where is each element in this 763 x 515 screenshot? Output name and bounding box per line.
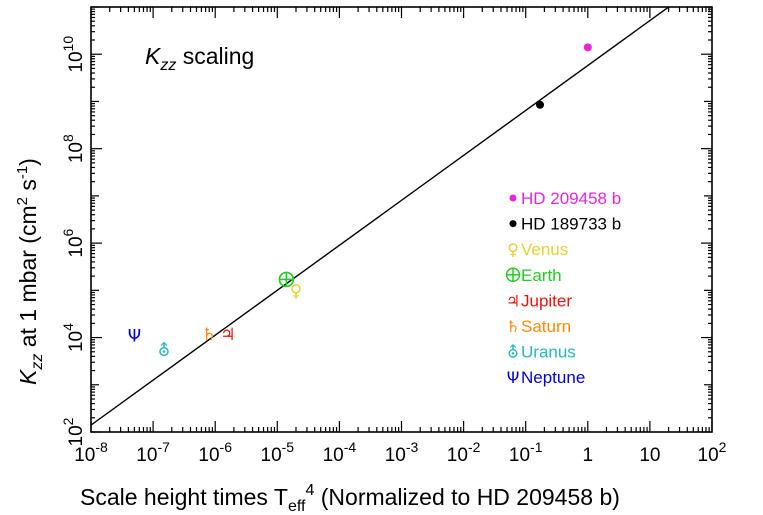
legend-marker: ♄ (506, 317, 520, 336)
data-points: ♀♃♄⛢Ψ (128, 43, 592, 361)
point-earth (278, 271, 295, 288)
legend-item-venus: ♀ Venus (507, 240, 568, 259)
chart-annotation: Kzz scaling (145, 43, 254, 74)
x-axis-title: Scale height times Teff4 (Normalized to … (80, 482, 620, 515)
x-tick-label: 10-6 (198, 439, 232, 466)
fit-line (91, 7, 670, 426)
x-tick-label: 10-4 (323, 439, 357, 466)
legend-label: Saturn (521, 317, 571, 336)
point-uranus: ⛢ (158, 341, 170, 361)
legend-item-hd-189733-b: HD 189733 b (509, 215, 621, 234)
x-tick-label: 10-2 (447, 439, 481, 466)
x-tick-label: 10-5 (261, 439, 295, 466)
legend-marker: Ψ (507, 368, 520, 387)
legend-item-uranus: ⛢ Uranus (507, 343, 576, 362)
x-tick-label: 10-8 (74, 439, 108, 466)
y-tick-label: 1010 (60, 36, 87, 73)
legend-marker (509, 194, 517, 202)
y-tick-label: 102 (60, 417, 87, 446)
legend-marker: ♀ (507, 240, 519, 259)
point-venus: ♀ (290, 281, 302, 301)
point-neptune: Ψ (128, 327, 141, 347)
y-tick-labels: 102 104 106 108 1010 (60, 36, 87, 447)
point-jupiter: ♃ (220, 325, 235, 345)
x-tick-label: 10-1 (509, 439, 543, 466)
y-tick-label: 108 (60, 134, 87, 163)
legend-label: Uranus (521, 343, 576, 362)
x-tick-label: 10-3 (385, 439, 419, 466)
legend-item-neptune: Ψ Neptune (507, 368, 586, 387)
point-hd-189733-b (536, 100, 545, 109)
y-axis-title: Kzz at 1 mbar (cm2 s-1) (14, 158, 46, 385)
legend-item-saturn: ♄ Saturn (506, 317, 571, 336)
x-tick-label: 10 (639, 445, 660, 466)
point-saturn: ♄ (202, 325, 217, 345)
x-tick-label: 102 (698, 439, 727, 466)
legend-marker: ♃ (506, 291, 520, 310)
legend-item-hd-209458-b: HD 209458 b (509, 189, 621, 208)
legend-marker: ⛢ (507, 343, 519, 362)
legend-item-earth: Earth (505, 266, 562, 285)
legend-item-jupiter: ♃ Jupiter (506, 291, 573, 310)
legend-label: HD 209458 b (521, 189, 621, 208)
legend-label: Neptune (521, 368, 585, 387)
legend-marker (505, 267, 521, 283)
y-tick-label: 106 (60, 228, 87, 257)
point-hd-209458-b (583, 43, 592, 52)
x-tick-labels: 10-8 10-7 10-6 10-5 10-4 10-3 10-2 10-1 1 10 102 (74, 439, 726, 466)
legend-marker (509, 220, 517, 228)
plot-frame (90, 6, 713, 433)
y-tick-label: 104 (60, 323, 87, 352)
x-tick-label: 1 (583, 445, 594, 466)
legend-label: HD 189733 b (521, 215, 621, 234)
x-tick-label: 10-7 (136, 439, 170, 466)
legend-label: Earth (521, 266, 562, 285)
legend-label: Venus (521, 240, 568, 259)
legend-label: Jupiter (521, 291, 572, 310)
